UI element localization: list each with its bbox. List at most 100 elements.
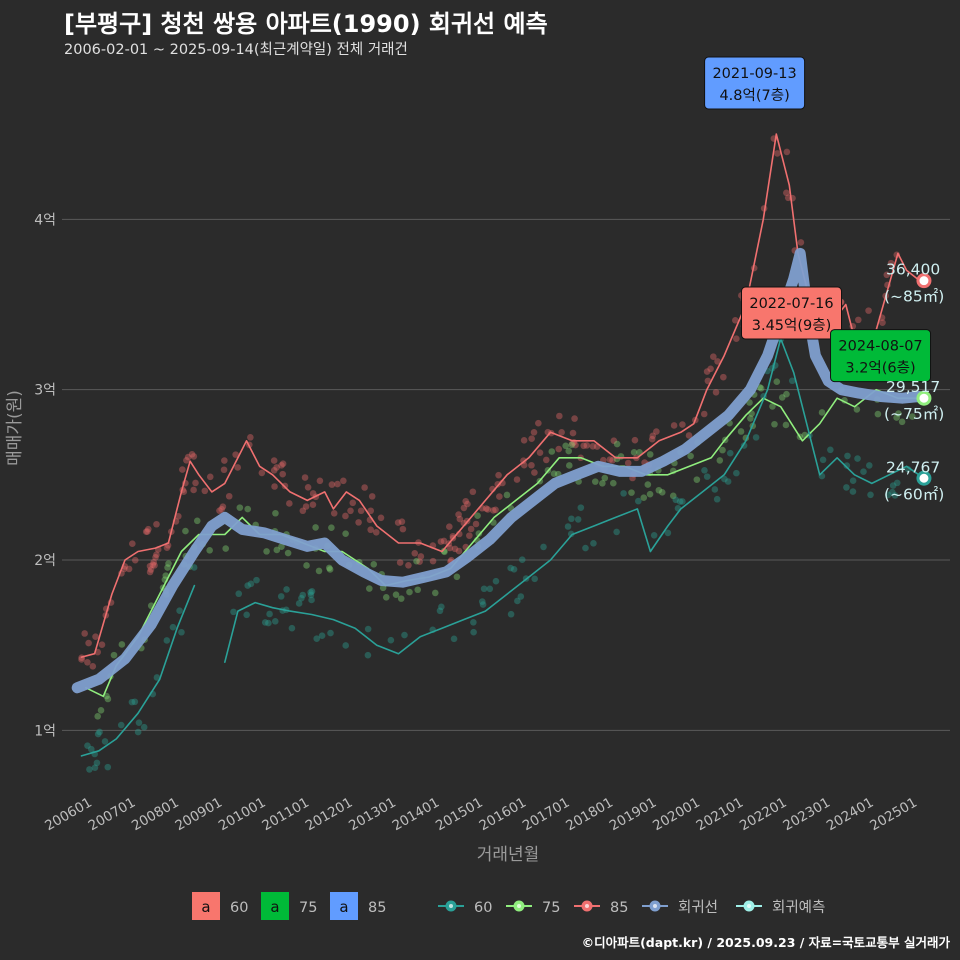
trade-point-85 (883, 271, 891, 279)
trade-point-60 (283, 586, 290, 593)
trade-point-75 (898, 418, 906, 426)
trade-point-60 (510, 565, 518, 573)
trade-point-75 (315, 567, 323, 575)
trade-point-60 (117, 721, 125, 729)
trade-point-75 (719, 446, 726, 454)
legend-label: 60 (230, 900, 248, 916)
trade-point-85 (492, 506, 499, 514)
trade-point-75 (644, 481, 652, 488)
trade-point-60 (342, 642, 350, 649)
trade-point-75 (771, 420, 778, 428)
trade-point-60 (96, 728, 103, 736)
trade-point-85 (610, 437, 618, 444)
trade-point-75 (747, 415, 754, 422)
trade-point-60 (436, 607, 444, 615)
trade-point-85 (558, 429, 565, 436)
legend-line-85: 85 (574, 900, 628, 916)
trade-point-85 (455, 547, 463, 555)
trade-point-75 (716, 457, 724, 464)
trade-point-60 (128, 698, 136, 706)
trade-point-75 (206, 547, 213, 554)
trade-point-85 (342, 512, 349, 520)
trade-point-75 (97, 707, 105, 714)
trade-point-85 (416, 558, 423, 565)
trade-point-85 (232, 451, 239, 458)
trade-point-60 (590, 540, 597, 547)
trade-point-60 (564, 523, 572, 530)
trade-point-85 (569, 440, 576, 447)
trade-point-85 (440, 537, 448, 545)
trade-point-85 (865, 307, 872, 314)
trade-point-85 (462, 497, 470, 505)
trade-point-85 (887, 259, 895, 267)
trade-point-85 (192, 479, 199, 487)
legend-dot-center (517, 904, 521, 908)
x-tick-label: 201001 (216, 795, 269, 835)
trade-point-60 (752, 434, 760, 441)
x-tick-label: 202101 (694, 795, 747, 835)
trade-point-60 (470, 628, 477, 636)
legend-label: 회귀예측 (772, 899, 825, 916)
trade-point-60 (540, 543, 547, 551)
trade-point-60 (140, 723, 148, 731)
x-tick-label: 201201 (303, 795, 356, 835)
trade-point-60 (299, 591, 307, 599)
trade-point-60 (635, 497, 642, 505)
trade-point-85 (163, 544, 171, 552)
trade-point-85 (649, 432, 657, 440)
trade-point-85 (129, 540, 136, 547)
trade-point-85 (580, 442, 588, 450)
y-tick-label: 3억 (34, 383, 56, 399)
trade-point-85 (125, 565, 133, 573)
trade-point-60 (134, 728, 142, 736)
trade-point-60 (568, 515, 575, 523)
trade-point-60 (582, 544, 589, 552)
trade-point-85 (309, 501, 317, 508)
trade-point-75 (366, 585, 373, 592)
legend-fill-60: a 60 (192, 892, 248, 920)
trade-point-85 (496, 493, 503, 500)
trade-point-85 (247, 434, 254, 441)
trade-point-60 (479, 601, 487, 608)
trade-point-60 (891, 492, 899, 499)
trade-point-85 (685, 432, 693, 439)
trade-point-85 (704, 377, 712, 385)
trade-point-75 (118, 641, 126, 648)
trade-point-85 (377, 514, 385, 522)
trade-point-85 (270, 467, 278, 474)
trade-point-75 (783, 390, 790, 398)
trade-point-60 (101, 738, 109, 745)
trade-point-85 (653, 428, 660, 435)
trade-point-85 (733, 335, 740, 342)
trade-point-85 (146, 568, 154, 576)
trade-point-85 (309, 490, 317, 497)
trade-point-75 (669, 492, 677, 500)
trade-point-60 (438, 603, 445, 611)
legend-label: 85 (610, 900, 628, 916)
trade-point-85 (394, 519, 402, 526)
trade-point-75 (630, 449, 638, 456)
callouts: 2021-09-134.8억(7층)2022-07-163.45억(9층)202… (704, 56, 932, 383)
trade-point-85 (153, 520, 160, 528)
trade-point-60 (577, 504, 585, 511)
trade-point-85 (304, 484, 312, 491)
trade-point-85 (460, 504, 468, 512)
x-tick-label: 200701 (86, 795, 139, 835)
trade-point-75 (599, 479, 606, 487)
trade-point-75 (475, 530, 483, 537)
trade-point-85 (572, 441, 579, 449)
trade-point-75 (382, 593, 390, 601)
trade-point-85 (396, 559, 404, 566)
trade-point-75 (613, 440, 621, 448)
trade-point-60 (679, 498, 686, 505)
trade-point-85 (316, 477, 324, 485)
trade-point-75 (655, 486, 663, 494)
trade-point-75 (222, 545, 230, 552)
end-value: 24,767 (886, 458, 940, 476)
trade-point-85 (855, 316, 862, 324)
trade-point-85 (78, 656, 85, 663)
trade-point-60 (664, 529, 672, 537)
trade-point-75 (737, 428, 745, 435)
trade-point-85 (495, 471, 502, 479)
trade-point-60 (676, 498, 684, 505)
